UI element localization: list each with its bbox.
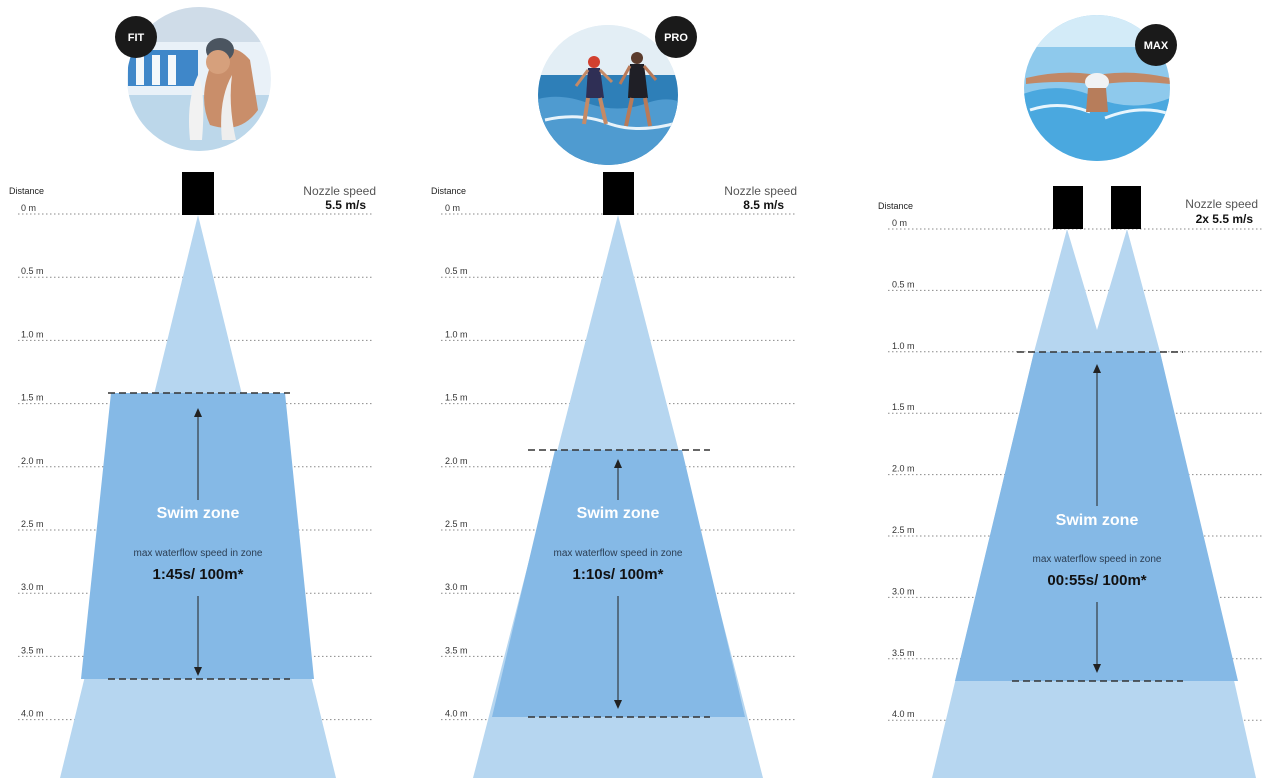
nozzle-speed-value: 5.5 m/s [325, 198, 366, 212]
swim-zone-area-pro [492, 450, 745, 717]
arrowhead-down-icon [614, 700, 622, 709]
swim-zone-label: Swim zone [1056, 512, 1139, 529]
arrowhead-up-icon [194, 408, 202, 417]
distance-title: Distance [878, 201, 913, 211]
distance-tick-label: 2.5 m [21, 519, 44, 529]
max-speed-value: 1:10s/ 100m* [573, 566, 664, 583]
nozzle-speed-value: 2x 5.5 m/s [1196, 212, 1254, 226]
max-waterflow-label: max waterflow speed in zone [554, 548, 683, 559]
distance-tick-label: 1.5 m [892, 402, 915, 412]
badge-fit [115, 16, 157, 58]
arrowhead-down-icon [1093, 664, 1101, 673]
distance-tick-label: 0 m [445, 203, 460, 213]
nozzle-speed-label: Nozzle speed [303, 184, 376, 198]
photo-fit: FIT [115, 7, 271, 151]
panel-max: 0 m 0.5 m 1.0 m 1.5 m 2.0 m 2.5 m 3.0 m 3.5 m 4.… [878, 15, 1262, 778]
badge-label: FIT [128, 32, 145, 44]
distance-tick-label: 1.0 m [445, 329, 468, 339]
panel-fit: 0 m 0.5 m 1.0 m 1.5 m 2.0 m 2.5 m 3.0 m 3.5 m 4.… [9, 7, 376, 778]
arrowhead-up-icon [614, 459, 622, 468]
badge-label: MAX [1144, 40, 1169, 52]
distance-tick-label: 2.0 m [21, 456, 44, 466]
distance-tick-label: 2.5 m [892, 525, 915, 535]
nozzle-speed-label: Nozzle speed [1185, 197, 1258, 211]
badge-max [1135, 24, 1177, 66]
distance-tick-label: 0.5 m [445, 266, 468, 276]
distance-tick-label: 3.0 m [21, 582, 44, 592]
distance-guides-max: 0 m 0.5 m 1.0 m 1.5 m 2.0 m 2.5 m 3.0 m 3.5 m 4.… [888, 218, 1262, 721]
distance-tick-label: 1.0 m [21, 329, 44, 339]
distance-tick-label: 1.5 m [21, 393, 44, 403]
distance-tick-label: 3.0 m [445, 582, 468, 592]
nozzle-speed-label: Nozzle speed [724, 184, 797, 198]
distance-tick-label: 4.0 m [445, 709, 468, 719]
photo-pro: PRO [538, 16, 697, 165]
distance-tick-label: 0.5 m [21, 266, 44, 276]
distance-tick-label: 2.0 m [445, 456, 468, 466]
water-jet-split-max [1034, 229, 1160, 352]
distance-tick-label: 2.5 m [445, 519, 468, 529]
badge-pro [655, 16, 697, 58]
distance-tick-label: 3.5 m [892, 648, 915, 658]
nozzle-max-left [1053, 186, 1083, 229]
nozzle-fit [182, 172, 214, 215]
swim-zone-label: Swim zone [157, 505, 240, 522]
nozzle-pro [603, 172, 634, 215]
distance-tick-label: 0.5 m [892, 279, 915, 289]
distance-tick-label: 3.5 m [21, 645, 44, 655]
distance-title: Distance [431, 186, 466, 196]
distance-tick-label: 0 m [21, 203, 36, 213]
photo-max: MAX [1024, 15, 1177, 161]
max-waterflow-label: max waterflow speed in zone [134, 548, 263, 559]
distance-tick-label: 0 m [892, 218, 907, 228]
distance-tick-label: 1.5 m [445, 393, 468, 403]
max-speed-value: 1:45s/ 100m* [153, 566, 244, 583]
distance-title: Distance [9, 186, 44, 196]
distance-tick-label: 1.0 m [892, 341, 915, 351]
distance-tick-label: 2.0 m [892, 464, 915, 474]
nozzle-max-right [1111, 186, 1141, 229]
distance-tick-label: 3.5 m [445, 645, 468, 655]
panel-pro: 0 m 0.5 m 1.0 m 1.5 m 2.0 m 2.5 m 3.0 m 3.5 m 4.… [431, 16, 797, 778]
max-waterflow-label: max waterflow speed in zone [1033, 554, 1162, 565]
max-speed-value: 00:55s/ 100m* [1047, 572, 1146, 589]
swim-zone-label: Swim zone [577, 505, 660, 522]
swim-zone-area-fit [81, 393, 314, 679]
badge-label: PRO [664, 32, 688, 44]
nozzle-speed-value: 8.5 m/s [743, 198, 784, 212]
distance-tick-label: 4.0 m [892, 709, 915, 719]
arrowhead-down-icon [194, 667, 202, 676]
distance-tick-label: 4.0 m [21, 709, 44, 719]
distance-tick-label: 3.0 m [892, 586, 915, 596]
arrowhead-up-icon [1093, 364, 1101, 373]
swim-zone-area-max [955, 352, 1238, 681]
